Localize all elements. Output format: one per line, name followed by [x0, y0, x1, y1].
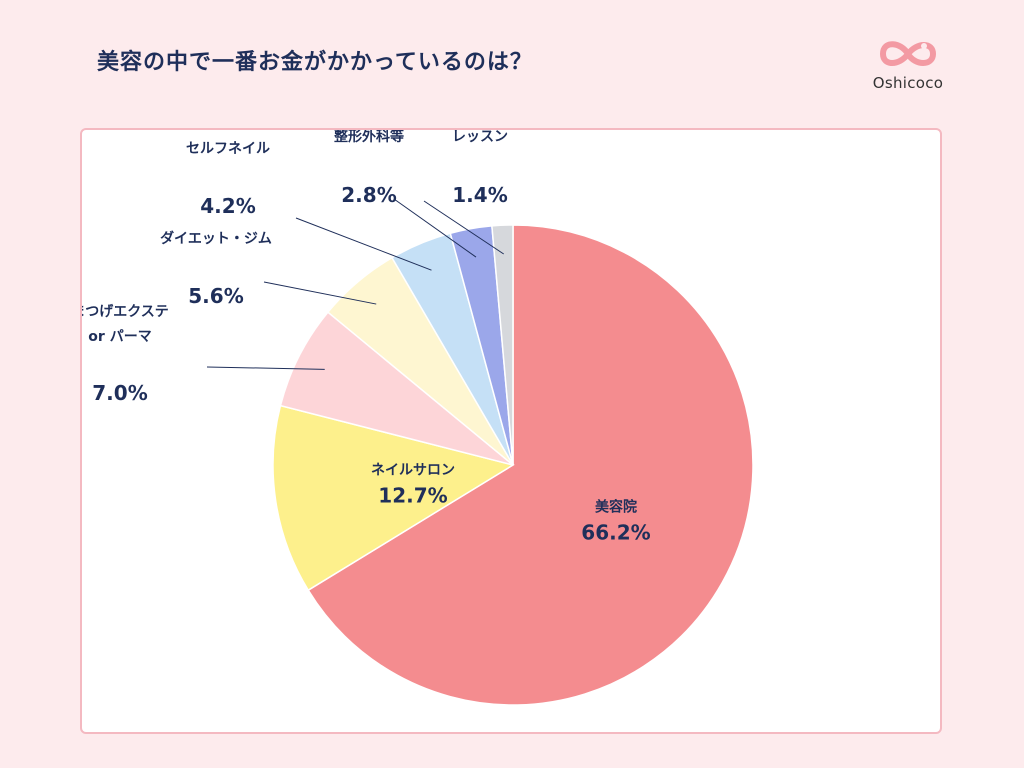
- slice-label-name: レッスン: [452, 130, 508, 145]
- slice-label-name: セルフネイル: [186, 141, 270, 157]
- slice-label-name: or パーマ: [88, 329, 151, 345]
- slice-label-2: まつげエクステ or パーマ 7.0%: [82, 304, 169, 405]
- slice-label-value: 5.6%: [188, 284, 243, 308]
- chart-card: 美容院 66.2% ネイルサロン 12.7% まつげエクステ or パーマ 7.0% ダイエッ…: [80, 128, 942, 734]
- infinity-heart-icon: [880, 41, 936, 66]
- slice-label-value: 2.8%: [341, 183, 396, 207]
- leader-line-5: [393, 198, 477, 258]
- slice-label-value: 7.0%: [92, 381, 147, 405]
- pie-slice-2: [279, 311, 514, 466]
- slice-label-0: 美容院 66.2%: [581, 499, 650, 545]
- slice-label-3: ダイエット・ジム 5.6%: [160, 230, 272, 308]
- slice-label-name: まつげエクステ: [82, 304, 169, 320]
- pie-chart: 美容院 66.2% ネイルサロン 12.7% まつげエクステ or パーマ 7.0% ダイエッ…: [82, 130, 754, 706]
- leader-line-2: [206, 366, 325, 370]
- leader-line-6: [423, 200, 504, 255]
- logo-text: Oshicoco: [872, 74, 944, 92]
- page-title: 美容の中で一番お金がかかっているのは？: [97, 50, 533, 75]
- slice-label-name: 整形外科等: [333, 130, 404, 145]
- slice-label-name: 美容院: [595, 499, 637, 516]
- slice-label-value: 1.4%: [452, 183, 507, 207]
- oshicoco-logo: Oshicoco: [872, 36, 944, 92]
- slice-label-value: 12.7%: [378, 483, 447, 507]
- slice-label-6: メイクアップレッスン1.4%: [452, 130, 508, 207]
- leader-line-4: [295, 217, 432, 271]
- slice-label-value: 66.2%: [581, 521, 650, 545]
- slice-label-name: ネイルサロン: [371, 462, 455, 478]
- slice-label-value: 4.2%: [200, 194, 255, 218]
- slice-label-1: ネイルサロン 12.7%: [371, 462, 455, 507]
- slice-label-4: セルフネイル 4.2%: [186, 141, 270, 218]
- slice-label-name: ダイエット・ジム: [160, 230, 272, 247]
- leader-line-3: [263, 281, 377, 305]
- pie-slice-6: [491, 224, 514, 466]
- pie-slice-1: [272, 404, 515, 592]
- pie-slice-0: [307, 224, 754, 706]
